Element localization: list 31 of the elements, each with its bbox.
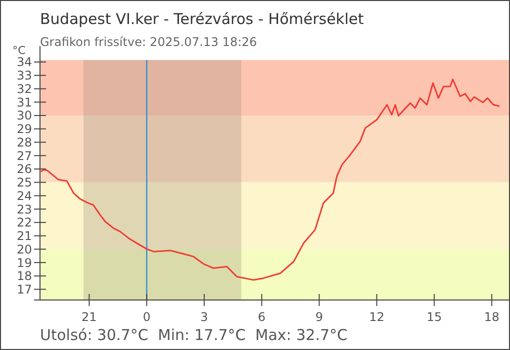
y-tick-label: 33 <box>16 68 32 83</box>
y-tick-label: 23 <box>16 202 32 216</box>
x-tick-label: 3 <box>200 310 208 324</box>
y-tick-label: 32 <box>16 82 32 96</box>
y-tick-label: 24 <box>16 188 32 203</box>
text: Utolsó: 30.7°C Min: 17.7°C Max: 32.7°C <box>40 326 348 344</box>
y-tick-label: 29 <box>16 122 32 136</box>
line-series <box>40 78 500 281</box>
y-tick-label: 17 <box>16 282 32 297</box>
y-tick-label: 22 <box>16 216 32 230</box>
y-tick-label: 34 <box>16 55 32 70</box>
x-tick-label: 21 <box>82 310 97 324</box>
y-tick-label: 28 <box>16 135 32 150</box>
y-tick-label: 19 <box>16 256 32 270</box>
chart-title: Budapest VI.ker - Terézváros - Hőmérséklet <box>40 10 364 28</box>
y-tick-label: 26 <box>16 162 32 176</box>
y-tick-label: 27 <box>16 148 32 163</box>
x-tick-label: 15 <box>426 310 442 324</box>
x-tick-label: 12 <box>369 310 384 324</box>
y-tick-label: 20 <box>16 242 32 256</box>
y-tick-label: 31 <box>16 95 32 110</box>
chart-subtitle: Grafikon frissítve: 2025.07.13 18:26 <box>40 35 257 49</box>
x-tick-label: 18 <box>484 310 500 324</box>
y-tick-label: 25 <box>16 176 32 190</box>
x-tick-label: 9 <box>315 310 324 324</box>
y-axis-title: °C <box>12 44 26 57</box>
x-tick-label: 0 <box>142 310 151 324</box>
x-tick-label: 6 <box>258 310 266 324</box>
y-tick-label: 21 <box>16 229 32 244</box>
y-tick-label: 18 <box>16 269 32 284</box>
y-tick-label: 30 <box>16 108 32 123</box>
